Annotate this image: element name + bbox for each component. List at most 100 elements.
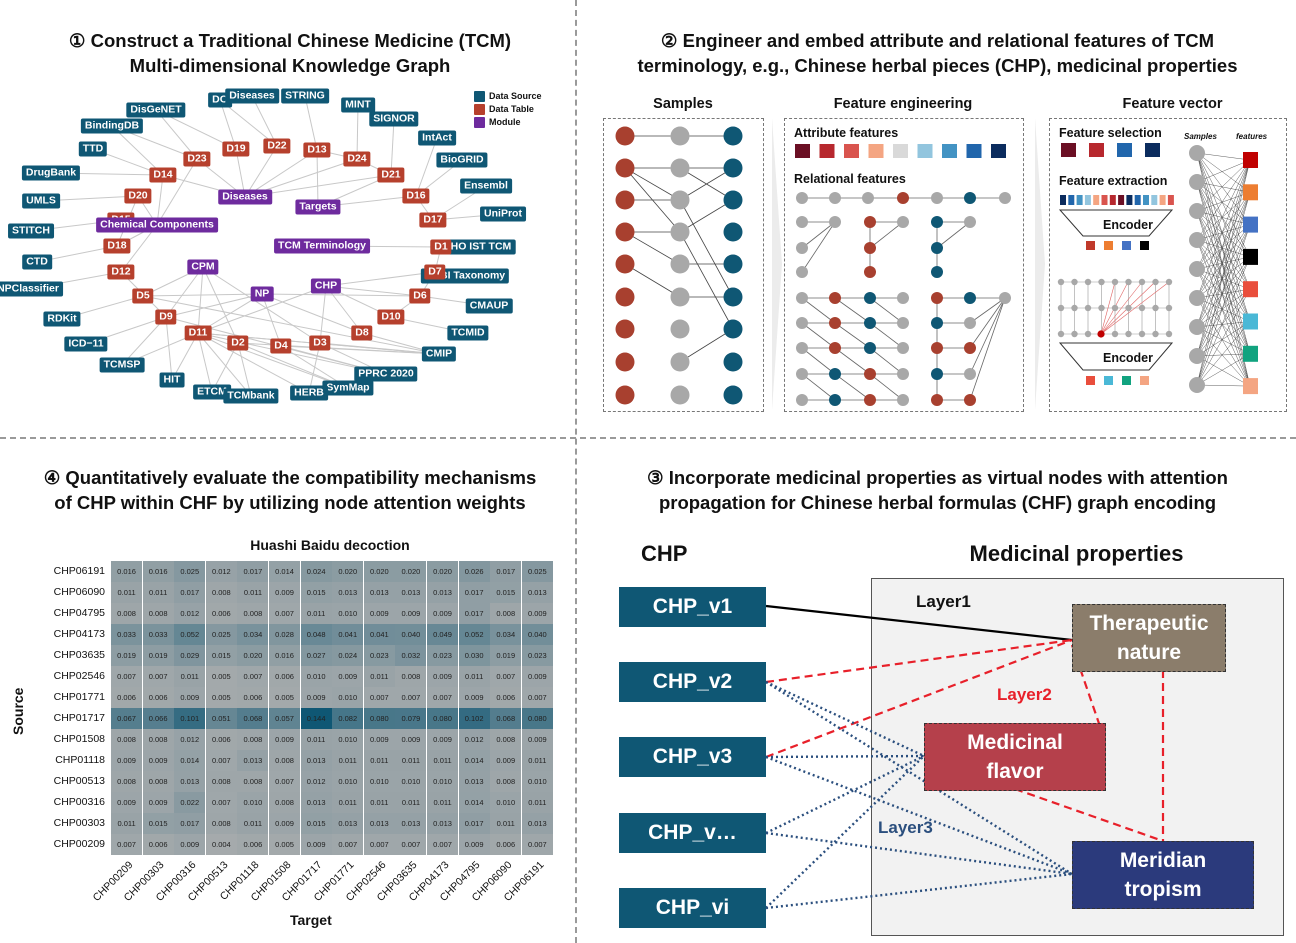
heatmap-row-label: CHP06191 <box>53 565 105 577</box>
heatmap-cell: 0.008 <box>490 603 522 624</box>
heatmap-cell: 0.013 <box>427 813 459 834</box>
panel1-title-line2: Multi-dimensional Knowledge Graph <box>129 55 451 76</box>
kg-node-cmip: CMIP <box>421 346 457 362</box>
heatmap-cell: 0.017 <box>458 582 490 603</box>
attribute-feature-swatch <box>795 144 810 158</box>
heatmap-cell: 0.008 <box>490 771 522 792</box>
encoded-feature <box>1104 241 1113 250</box>
heatmap-cell: 0.008 <box>269 750 301 771</box>
heatmap-cell: 0.030 <box>458 645 490 666</box>
fv-edge <box>1196 159 1251 212</box>
heatmap-cell: 0.004 <box>205 834 237 855</box>
sample-node-gray <box>670 254 690 274</box>
relational-node <box>796 266 808 278</box>
sample-node-gray <box>670 158 690 178</box>
heatmap-cell: 0.008 <box>395 666 427 687</box>
legend-item: Module <box>474 117 521 129</box>
heatmap-cell: 0.009 <box>174 834 206 855</box>
fv-edge <box>1196 159 1251 183</box>
kg-node-d10: D10 <box>377 309 405 325</box>
sample-node-gray <box>670 352 690 372</box>
heatmap-cell: 0.020 <box>237 645 269 666</box>
heatmap-cell: 0.024 <box>300 561 332 582</box>
lattice-node <box>1084 304 1092 312</box>
fv-edge <box>1196 224 1251 241</box>
kg-node-d14: D14 <box>149 167 177 183</box>
heatmap-cell: 0.011 <box>111 582 143 603</box>
encoded-feature <box>1122 376 1131 385</box>
heatmap-cell: 0.010 <box>427 771 459 792</box>
kg-node-np: NP <box>250 286 274 302</box>
kg-edge <box>219 99 278 147</box>
relational-node <box>964 394 976 406</box>
fv-edge <box>1196 321 1251 386</box>
panel3-title-line2: propagation for Chinese herbal formulas … <box>658 492 1217 513</box>
heatmap-cell: 0.009 <box>363 729 395 750</box>
heatmap-cell: 0.013 <box>300 792 332 813</box>
encoded-feature <box>1122 241 1131 250</box>
fv-edge <box>1196 321 1251 357</box>
relational-node <box>864 266 876 278</box>
heatmap-cell: 0.009 <box>142 750 174 771</box>
heatmap-cell: 0.013 <box>395 582 427 603</box>
extraction-bar <box>1076 195 1083 205</box>
heatmap-cell: 0.011 <box>332 750 364 771</box>
fv-samples-label: Samples <box>1184 132 1217 141</box>
kg-edge <box>197 266 204 334</box>
heatmap-cell: 0.012 <box>458 729 490 750</box>
fv-edge <box>1196 159 1251 386</box>
heatmap-cell: 0.008 <box>269 792 301 813</box>
relational-node <box>964 368 976 380</box>
attribute-feature-swatch <box>844 144 859 158</box>
fv-edge <box>1196 210 1251 258</box>
lattice-node <box>1111 278 1119 286</box>
kg-node-biogrid: BioGRID <box>436 152 488 168</box>
heatmap-cell: 0.006 <box>111 687 143 708</box>
kg-node-d21: D21 <box>377 167 405 183</box>
fv-feature-square <box>1243 313 1258 330</box>
kg-edge <box>251 95 278 147</box>
extraction-bar <box>1126 195 1133 205</box>
sample-node-red <box>615 254 635 274</box>
kg-edge <box>280 345 440 355</box>
heatmap-cell: 0.007 <box>395 834 427 855</box>
layer3-edge <box>765 680 925 758</box>
panel1-title: ① Construct a Traditional Chinese Medici… <box>20 28 560 78</box>
sample-node-red <box>615 352 635 372</box>
extraction-bar <box>1109 195 1116 205</box>
fv-edge <box>1196 192 1251 241</box>
heatmap-cell: 0.010 <box>237 792 269 813</box>
fv-edge <box>1196 224 1251 270</box>
fv-edge <box>1196 256 1251 328</box>
fv-feature-square <box>1243 184 1258 201</box>
layer3-edge <box>765 831 1073 876</box>
relational-node <box>964 192 976 204</box>
fv-sample-node <box>1189 174 1205 190</box>
heatmap-cell: 0.006 <box>490 834 522 855</box>
relational-edge <box>869 322 904 349</box>
kg-edge <box>325 285 421 297</box>
feature-vector-box <box>1049 118 1287 412</box>
heatmap-row-label: CHP00303 <box>53 817 105 829</box>
fv-edge <box>1196 268 1251 322</box>
layer3-label: Layer3 <box>878 818 933 837</box>
heatmap-cell: 0.014 <box>269 561 301 582</box>
heatmap-cell: 0.010 <box>395 771 427 792</box>
meridian-line2: tropism <box>1124 878 1202 901</box>
kg-edge <box>261 293 421 297</box>
relational-node <box>829 317 841 329</box>
heatmap-cell: 0.080 <box>521 708 553 729</box>
kg-node-cpm: CPM <box>187 259 219 275</box>
heatmap-cell: 0.024 <box>332 645 364 666</box>
heatmap-cell: 0.052 <box>174 624 206 645</box>
sample-node-red <box>615 222 635 242</box>
heatmap-cell: 0.028 <box>269 624 301 645</box>
kg-node-d6: D6 <box>409 288 431 304</box>
relational-node <box>864 368 876 380</box>
fv-feature-square <box>1243 345 1258 362</box>
fv-feature-square <box>1243 216 1258 233</box>
lattice-node <box>1071 330 1078 338</box>
fv-edge <box>1196 192 1251 386</box>
heatmap-cell: 0.009 <box>269 582 301 603</box>
heatmap-cell: 0.013 <box>521 582 553 603</box>
